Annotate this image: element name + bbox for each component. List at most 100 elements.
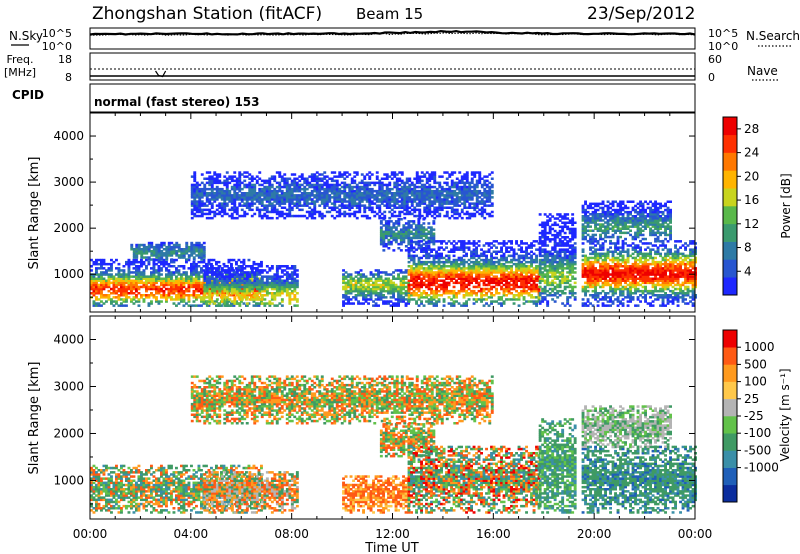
- heatmap-cell: [417, 232, 421, 235]
- heatmap-cell: [644, 262, 647, 266]
- heatmap-cell: [440, 273, 443, 276]
- heatmap-cell: [535, 283, 538, 287]
- heatmap-cell: [591, 242, 595, 245]
- heatmap-cell: [157, 243, 161, 247]
- heatmap-cell: [95, 289, 98, 293]
- heatmap-cell: [646, 252, 650, 256]
- heatmap-cell: [167, 254, 171, 257]
- heatmap-cell: [117, 275, 121, 278]
- heatmap-cell: [187, 256, 191, 259]
- heatmap-cell: [654, 252, 657, 256]
- heatmap-cell: [679, 289, 682, 293]
- heatmap-cell: [641, 296, 645, 299]
- heatmap-cell: [197, 294, 201, 297]
- heatmap-cell: [611, 267, 615, 270]
- heatmap-cell: [601, 298, 605, 301]
- heatmap-cell: [689, 250, 692, 253]
- heatmap-cell: [112, 289, 116, 293]
- heatmap-cell: [225, 271, 229, 274]
- heatmap-cell: [512, 279, 516, 282]
- heatmap-cell: [394, 228, 398, 231]
- heatmap-cell: [175, 275, 178, 278]
- heatmap-cell: [609, 210, 612, 214]
- heatmap-cell: [500, 271, 503, 274]
- heatmap-cell: [604, 258, 607, 262]
- heatmap-cell: [252, 304, 256, 307]
- heatmap-cell: [435, 294, 438, 297]
- heatmap-cell: [110, 300, 113, 303]
- heatmap-cell: [200, 245, 204, 249]
- heatmap-cell: [407, 232, 411, 235]
- heatmap-cell: [97, 302, 101, 305]
- heatmap-cell: [410, 244, 413, 247]
- heatmap-cell: [170, 248, 174, 251]
- heatmap-cell: [435, 271, 438, 274]
- heatmap-cell: [283, 283, 287, 287]
- heatmap-cell: [248, 298, 252, 301]
- heatmap-cell: [399, 218, 403, 221]
- heatmap-cell: [135, 243, 139, 247]
- heatmap-cell: [520, 267, 523, 270]
- heatmap-cell: [437, 279, 441, 282]
- heatmap-cell: [629, 233, 632, 237]
- heatmap-cell: [364, 289, 368, 293]
- heatmap-cell: [472, 285, 476, 289]
- heatmap-cell: [558, 262, 562, 266]
- heatmap-cell: [409, 232, 413, 235]
- heatmap-cell: [245, 287, 249, 291]
- heatmap-cell: [639, 258, 642, 262]
- heatmap-cell: [694, 294, 697, 297]
- heatmap-cell: [182, 248, 186, 251]
- heatmap-cell: [445, 281, 448, 285]
- heatmap-cell: [130, 271, 133, 274]
- heatmap-cell: [160, 250, 164, 253]
- heatmap-cell: [609, 206, 612, 210]
- heatmap-cell: [344, 281, 348, 285]
- heatmap-cell: [447, 265, 451, 268]
- heatmap-cell: [604, 275, 607, 278]
- heatmap-cell: [203, 271, 207, 274]
- heatmap-cell: [553, 271, 557, 274]
- heatmap-cell: [517, 265, 521, 268]
- heatmap-cell: [614, 258, 617, 262]
- heatmap-cell: [232, 269, 236, 272]
- heatmap-cell: [604, 204, 607, 208]
- heatmap-cell: [197, 283, 201, 287]
- heatmap-cell: [162, 262, 166, 266]
- heatmap-cell: [571, 269, 575, 272]
- heatmap-cell: [619, 250, 622, 253]
- heatmap-cell: [399, 281, 403, 285]
- heatmap-cell: [649, 273, 652, 276]
- heatmap-cell: [122, 285, 126, 289]
- heatmap-cell: [112, 292, 116, 295]
- heatmap-cell: [359, 273, 363, 276]
- heatmap-cell: [487, 244, 491, 247]
- heatmap-cell: [563, 277, 567, 280]
- heatmap-cell: [265, 279, 269, 282]
- heatmap-cell: [517, 273, 521, 276]
- heatmap-cell: [450, 273, 453, 276]
- heatmap-cell: [374, 283, 378, 287]
- heatmap-cell: [641, 252, 645, 256]
- heatmap-cell: [263, 302, 267, 305]
- heatmap-cell: [152, 254, 156, 257]
- heatmap-cell: [427, 279, 431, 282]
- heatmap-cell: [394, 232, 398, 235]
- heatmap-cell: [460, 248, 463, 251]
- heatmap-cell: [207, 262, 211, 266]
- heatmap-cell: [263, 298, 267, 301]
- heatmap-cell: [626, 244, 630, 247]
- heatmap-cell: [442, 240, 446, 243]
- heatmap-cell: [182, 277, 186, 280]
- heatmap-cell: [202, 241, 206, 245]
- heatmap-cell: [205, 302, 208, 305]
- noise-search-label: N.Search: [746, 29, 800, 43]
- heatmap-cell: [100, 296, 103, 299]
- heatmap-cell: [389, 240, 393, 244]
- heatmap-cell: [556, 244, 560, 247]
- heatmap-cell: [586, 271, 590, 274]
- heatmap-cell: [644, 300, 647, 303]
- heatmap-cell: [404, 281, 408, 285]
- heatmap-cell: [245, 298, 248, 301]
- heatmap-cell: [420, 302, 423, 305]
